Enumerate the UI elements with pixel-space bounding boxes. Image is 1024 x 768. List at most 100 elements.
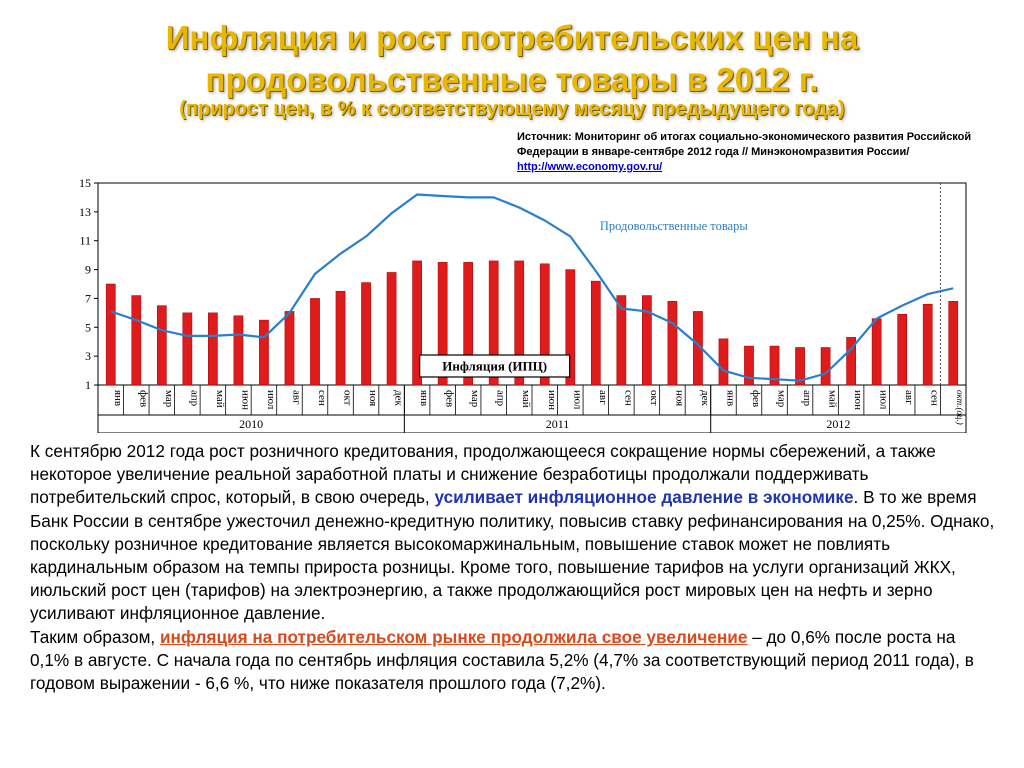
- x-tick-label: мар: [163, 390, 175, 408]
- bar: [871, 318, 882, 386]
- paragraph-1-text-b: . В то же время Банк России в сентябре у…: [30, 487, 995, 624]
- bar: [284, 311, 295, 386]
- bar: [948, 301, 959, 386]
- x-tick-label: июл: [571, 390, 583, 410]
- bar: [565, 269, 576, 386]
- bar: [335, 290, 346, 386]
- bar: [131, 295, 142, 386]
- x-tick-label: май: [827, 390, 839, 408]
- x-tick-label: авг: [597, 390, 609, 405]
- x-tick-label: мар: [469, 390, 481, 408]
- x-tick-label: апр: [801, 390, 813, 407]
- bar: [667, 301, 678, 386]
- x-tick-label: июн: [546, 390, 558, 410]
- x-tick-label: май: [214, 390, 226, 408]
- bar: [820, 347, 831, 386]
- page-title-line2: продовольственные товары в 2012 г.: [205, 61, 819, 98]
- bar: [642, 295, 652, 386]
- bar: [846, 337, 856, 386]
- bar: [897, 314, 908, 386]
- bar: [156, 305, 167, 386]
- x-tick-label: фев: [444, 390, 456, 407]
- bar: [105, 283, 116, 386]
- x-tick-label: апр: [495, 390, 507, 407]
- bar: [539, 263, 550, 386]
- bar: [463, 262, 474, 386]
- x-tick-label: фев: [137, 390, 149, 407]
- bar: [922, 303, 933, 386]
- series-label-cpi-box: [419, 354, 571, 378]
- bar: [488, 260, 499, 386]
- food-prices-line: [110, 193, 954, 382]
- x-tick-label: ноя: [673, 390, 685, 406]
- x-tick-label: июн: [239, 390, 251, 410]
- year-label: 2012: [826, 417, 850, 431]
- bar: [616, 295, 627, 386]
- year-label: 2011: [546, 417, 570, 431]
- x-tick-label: авг: [290, 390, 302, 405]
- paragraph-1: К сентябрю 2012 года рост розничного кре…: [30, 440, 998, 626]
- source-line2: Федерации в январе-сентябре 2012 года //…: [517, 146, 910, 158]
- bar: [590, 280, 601, 386]
- x-tick-label: июл: [265, 390, 277, 410]
- y-tick-label: 11: [79, 234, 91, 248]
- source-note: Источник: Мониторинг об итогах социально…: [517, 130, 1007, 175]
- y-tick-label: 15: [79, 176, 91, 190]
- x-tick-label: июн: [852, 390, 864, 410]
- x-tick-label: май: [520, 390, 532, 408]
- bar: [437, 262, 448, 386]
- year-label: 2010: [239, 417, 263, 431]
- x-tick-label: окт: [648, 390, 660, 406]
- bar: [182, 312, 193, 386]
- paragraph-2-highlight: инфляция на потребительском рынке продол…: [159, 626, 748, 647]
- paragraph-1-highlight: усиливает инфляционное давление в эконом…: [434, 487, 854, 508]
- x-tick-label: янв: [724, 390, 736, 406]
- inflation-chart: 1 3 5 7 9 11 13 15 янв фев мар апр май июн июл авг сен ок…: [64, 175, 968, 433]
- bar: [259, 319, 269, 386]
- y-tick-label: 13: [79, 205, 91, 219]
- source-line1: Источник: Мониторинг об итогах социально…: [517, 131, 972, 143]
- y-tick-label: 9: [85, 263, 91, 277]
- bar: [769, 345, 780, 386]
- x-tick-label: фев: [750, 390, 762, 407]
- y-tick-label: 7: [85, 291, 91, 305]
- page-subtitle: (прирост цен, в % к соответствующему мес…: [179, 98, 845, 120]
- y-tick-label: 1: [85, 378, 91, 392]
- body-text: К сентябрю 2012 года рост розничного кре…: [30, 440, 998, 695]
- x-tick-label: авг: [903, 390, 915, 405]
- bar: [386, 272, 397, 386]
- x-tick-label: окт.(оц.): [955, 390, 965, 425]
- x-tick-label: окт: [342, 390, 354, 406]
- x-tick-label: сен: [929, 390, 941, 406]
- x-tick-label: апр: [188, 390, 200, 407]
- series-label-cpi: Инфляция (ИПЦ): [442, 359, 547, 374]
- x-tick-label: дек: [699, 390, 711, 406]
- y-tick-label: 3: [85, 349, 91, 363]
- bar: [744, 345, 754, 386]
- plot-frame: [97, 182, 967, 433]
- x-tick-label: июл: [878, 390, 890, 410]
- y-tick-label: 5: [85, 320, 91, 334]
- x-tick-label: янв: [418, 390, 430, 406]
- bar: [412, 260, 422, 386]
- paragraph-2: Таким образом, инфляция на потребительск…: [30, 626, 998, 696]
- page-title-line1: Инфляция и рост потребительских цен на: [165, 19, 859, 56]
- bar: [795, 347, 805, 386]
- x-tick-label: сен: [316, 390, 328, 406]
- x-tick-label: янв: [112, 390, 124, 406]
- x-tick-label: дек: [393, 390, 405, 406]
- paragraph-1-text-a: К сентябрю 2012 года рост розничного кре…: [30, 441, 936, 508]
- source-link[interactable]: http://www.economy.gov.ru/: [517, 161, 663, 173]
- bar: [514, 260, 525, 386]
- bar: [233, 315, 244, 386]
- x-tick-label: сен: [622, 390, 634, 406]
- series-label-food: Продовольственные товары: [600, 219, 749, 233]
- x-tick-label: мар: [776, 390, 788, 408]
- bar: [310, 298, 320, 386]
- paragraph-2-text-b: – до 0,6% после роста на 0,1% в августе.…: [30, 626, 974, 694]
- bar: [208, 312, 218, 386]
- bar: [361, 282, 371, 386]
- x-tick-label: ноя: [367, 390, 379, 406]
- bar: [718, 338, 729, 386]
